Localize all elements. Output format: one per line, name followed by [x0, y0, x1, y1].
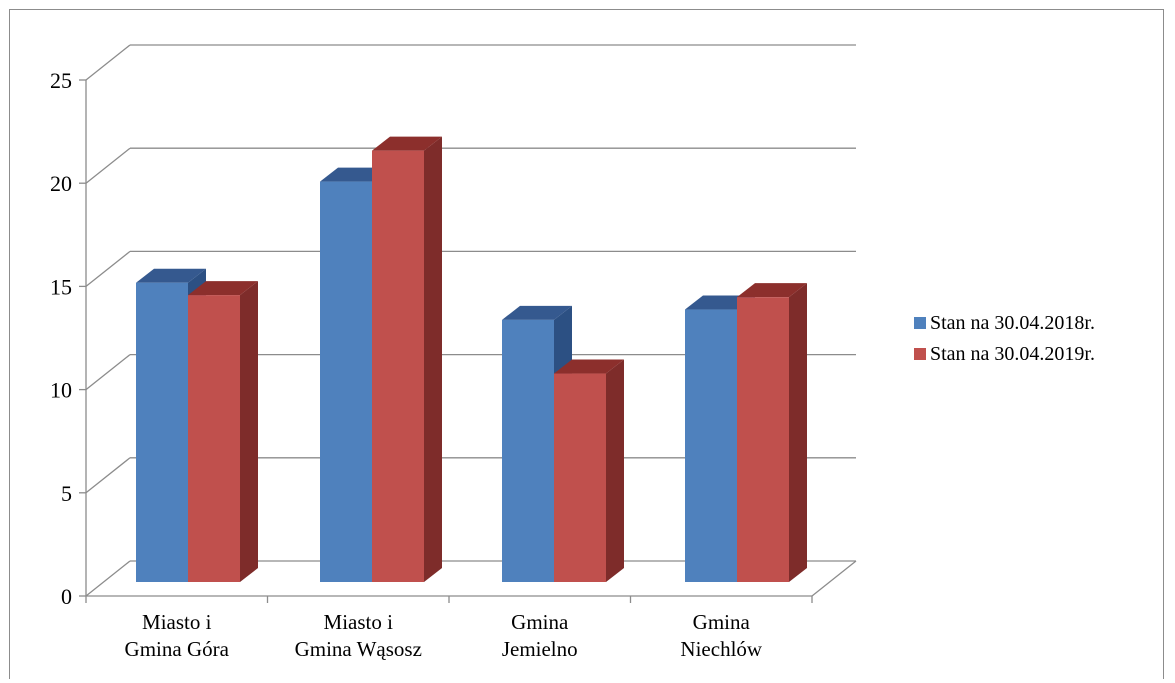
- y-tick-label: 10: [50, 378, 72, 403]
- y-tick-label: 20: [50, 171, 72, 196]
- bar: [554, 373, 606, 582]
- bar-top: [737, 283, 807, 298]
- gridline-depth: [85, 250, 131, 287]
- bar-side: [789, 283, 807, 582]
- bar-top: [372, 136, 442, 151]
- bar-top: [188, 281, 258, 296]
- gridline-depth: [85, 457, 131, 494]
- x-tick-label: Niechlów: [680, 637, 762, 661]
- bar-side: [606, 359, 624, 582]
- floor-edge-right: [811, 560, 857, 597]
- bar: [737, 297, 789, 582]
- legend-swatch: [914, 348, 926, 360]
- x-tick-label: Jemielno: [502, 637, 578, 661]
- legend-swatch: [914, 317, 926, 329]
- bar-top: [554, 359, 624, 374]
- gridline-depth: [85, 354, 131, 391]
- bar: [320, 181, 372, 583]
- y-tick-label: 25: [50, 68, 72, 93]
- bar-top: [502, 305, 572, 320]
- bar-top: [136, 268, 206, 283]
- y-tick-label: 5: [61, 481, 72, 506]
- bar-side: [240, 281, 258, 582]
- x-tick-label: Gmina Góra: [125, 637, 230, 661]
- bar-side: [424, 136, 442, 582]
- x-tick-label: Gmina Wąsosz: [295, 637, 422, 661]
- x-tick-label: Miasto i: [142, 610, 212, 634]
- bar: [188, 295, 240, 582]
- legend-label: Stan na 30.04.2018r.: [930, 312, 1095, 334]
- x-tick-label: Miasto i: [324, 610, 394, 634]
- x-tick-label: Gmina: [693, 610, 751, 634]
- bar: [136, 282, 188, 582]
- x-tick-label: Gmina: [511, 610, 569, 634]
- bar: [372, 150, 424, 582]
- gridline-depth: [85, 560, 131, 597]
- y-tick-label: 15: [50, 274, 72, 299]
- y-tick-label: 0: [61, 584, 72, 609]
- gridline-depth: [85, 147, 131, 184]
- legend-label: Stan na 30.04.2019r.: [930, 343, 1095, 365]
- bar: [502, 319, 554, 582]
- gridline-depth: [85, 44, 131, 81]
- bar: [685, 309, 737, 582]
